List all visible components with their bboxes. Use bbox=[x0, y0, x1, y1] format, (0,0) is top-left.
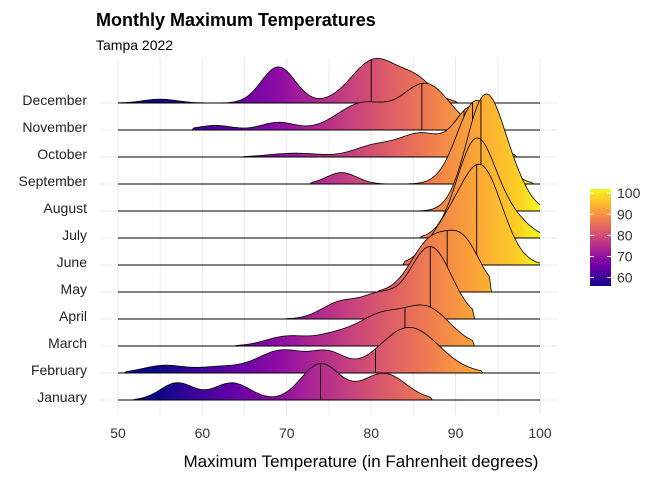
x-tick-label: 100 bbox=[528, 425, 552, 441]
x-tick-label: 60 bbox=[195, 425, 211, 441]
legend-colorbar bbox=[590, 189, 611, 286]
ridge-area bbox=[118, 363, 540, 400]
x-tick-label: 90 bbox=[448, 425, 464, 441]
ridges bbox=[117, 57, 541, 401]
y-axis-labels: December November October September August Ju… bbox=[19, 92, 88, 405]
y-label-december: December bbox=[22, 92, 87, 108]
chart-subtitle: Tampa 2022 bbox=[96, 37, 173, 53]
y-label-april: April bbox=[59, 308, 87, 324]
y-label-august: August bbox=[43, 200, 87, 216]
y-label-march: March bbox=[48, 335, 87, 351]
legend-label: 60 bbox=[617, 270, 633, 286]
y-label-may: May bbox=[61, 281, 87, 297]
ridge-area bbox=[118, 327, 540, 373]
y-label-october: October bbox=[37, 146, 87, 162]
y-label-february: February bbox=[31, 362, 87, 378]
y-label-june: June bbox=[57, 254, 88, 270]
legend-label: 90 bbox=[617, 206, 633, 222]
legend-label: 70 bbox=[617, 248, 633, 264]
ridge-outline bbox=[118, 326, 540, 374]
ridge-area bbox=[118, 246, 540, 319]
ridge-area bbox=[118, 83, 540, 130]
chart-title: Monthly Maximum Temperatures bbox=[96, 10, 376, 30]
x-axis-ticks: 50 60 70 80 90 100 bbox=[110, 425, 552, 441]
y-label-september: September bbox=[19, 173, 88, 189]
ridge-area bbox=[118, 106, 540, 157]
y-label-january: January bbox=[37, 389, 87, 405]
x-axis-title: Maximum Temperature (in Fahrenheit degre… bbox=[184, 452, 539, 471]
y-label-july: July bbox=[62, 227, 87, 243]
x-tick-label: 70 bbox=[279, 425, 295, 441]
color-legend: 60 70 80 90 100 bbox=[590, 185, 641, 286]
ridge-january bbox=[118, 363, 540, 401]
legend-label: 80 bbox=[617, 227, 633, 243]
y-label-november: November bbox=[22, 119, 87, 135]
legend-label: 100 bbox=[617, 185, 641, 201]
x-tick-label: 80 bbox=[363, 425, 379, 441]
ridge-area bbox=[118, 304, 540, 346]
x-tick-label: 50 bbox=[110, 425, 126, 441]
